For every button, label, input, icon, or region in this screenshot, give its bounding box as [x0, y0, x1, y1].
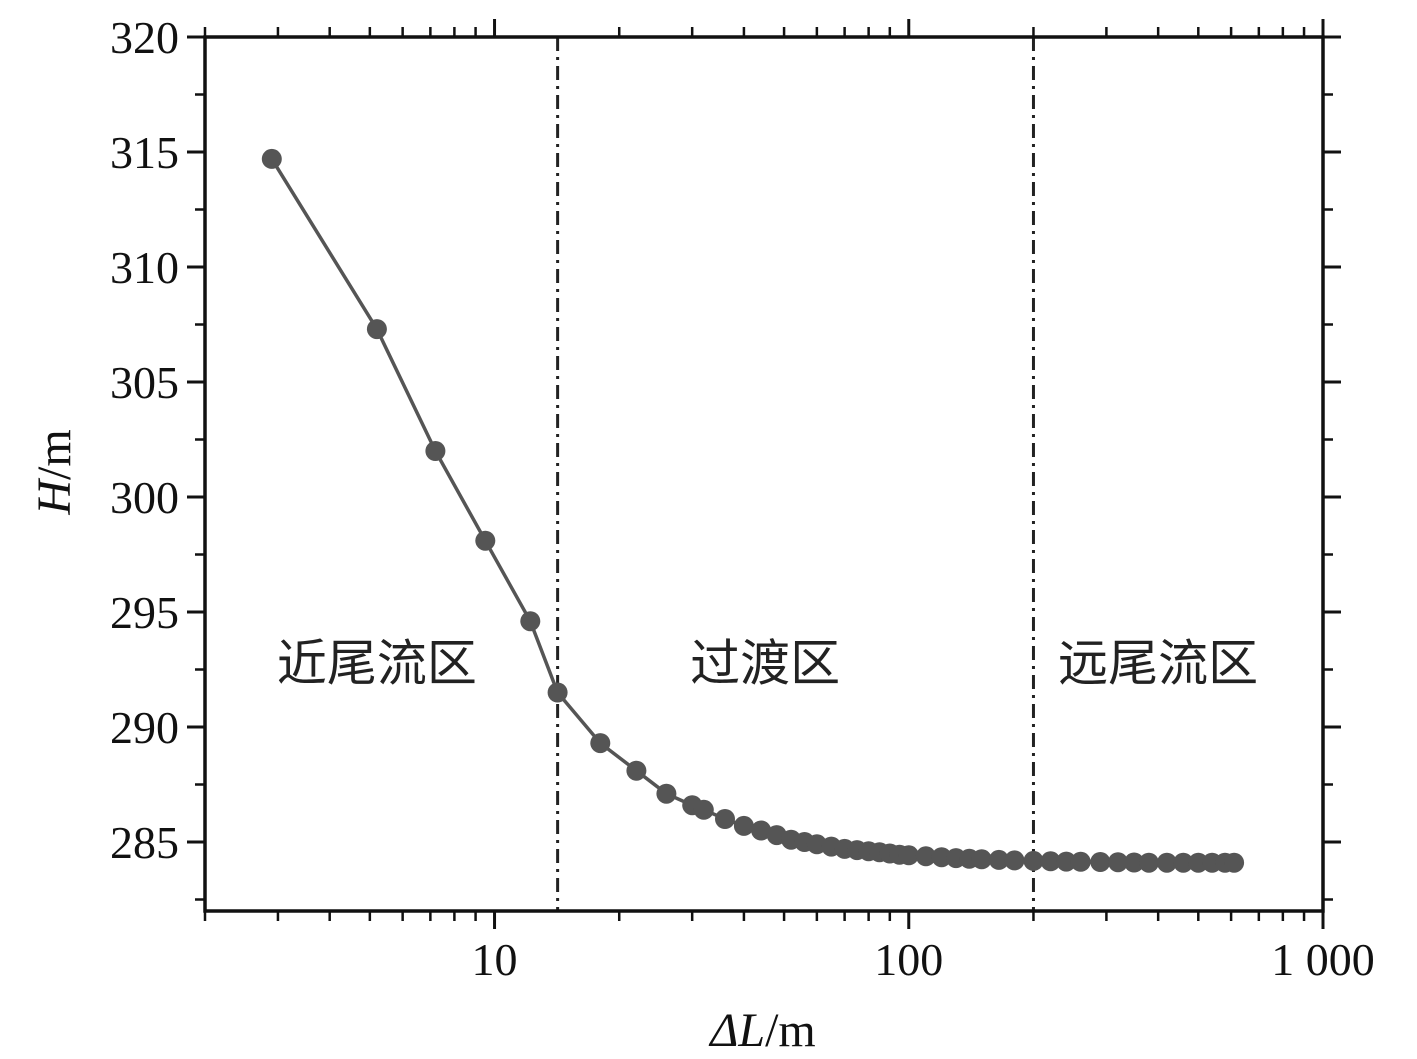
data-point	[931, 847, 952, 868]
data-point	[988, 849, 1009, 870]
y-tick-label: 285	[110, 817, 179, 868]
data-point	[733, 815, 754, 836]
data-point	[1090, 852, 1111, 872]
x-tick-label: 1 000	[1271, 934, 1375, 985]
plot-frame	[203, 35, 1325, 913]
data-point	[715, 809, 735, 829]
data-point	[1224, 852, 1245, 873]
data-point	[1004, 850, 1025, 871]
y-axis-label-symbol: H	[28, 478, 81, 516]
plot-border	[203, 35, 1325, 913]
y-tick-label: 305	[110, 357, 179, 408]
x-tick-label: 10	[472, 934, 518, 985]
region-dividers	[556, 37, 1035, 911]
region-label: 远尾流区	[1058, 635, 1258, 693]
data-point	[475, 530, 496, 551]
series-line-1	[270, 157, 1235, 865]
data-point	[656, 783, 677, 804]
data-point	[1040, 851, 1061, 872]
data-point	[547, 682, 568, 703]
x-tick-label: 100	[874, 934, 943, 985]
data-point	[1124, 852, 1145, 873]
y-tick-label: 320	[110, 12, 179, 63]
data-point	[366, 319, 387, 340]
data-point	[971, 849, 992, 870]
data-point	[626, 760, 647, 781]
y-tick-label: 300	[110, 472, 179, 523]
data-point	[898, 845, 919, 866]
data-point	[1056, 851, 1077, 872]
data-point	[1156, 852, 1177, 873]
data-point	[693, 799, 714, 820]
data-point	[751, 820, 772, 841]
data-point	[520, 611, 541, 632]
y-tick-label: 315	[110, 127, 179, 178]
data-point	[261, 148, 282, 169]
data-point	[1173, 852, 1194, 873]
y-axis-label-unit: /m	[28, 429, 81, 480]
axis-ticks: 285 290 295 300 305 310 315 320 10 100 1 000	[110, 12, 1375, 985]
data-point	[1138, 852, 1159, 873]
y-tick-label: 310	[110, 242, 179, 293]
region-label: 过渡区	[690, 635, 840, 693]
data-series	[261, 148, 1245, 873]
data-point	[1108, 852, 1128, 873]
data-point	[1188, 852, 1209, 873]
x-axis-label-unit: /m	[765, 1004, 816, 1057]
y-tick-label: 295	[110, 587, 179, 638]
data-point	[915, 846, 936, 867]
region-labels: 近尾流区 过渡区 远尾流区	[277, 635, 1258, 693]
data-point	[425, 441, 446, 461]
x-axis-label: ΔL/m	[708, 1004, 816, 1057]
data-point	[1070, 851, 1091, 872]
data-point	[1023, 850, 1044, 871]
data-point	[590, 733, 611, 754]
x-axis-label-symbol: ΔL	[708, 1004, 765, 1057]
y-tick-label: 290	[110, 702, 179, 753]
y-axis-label: H/m	[28, 429, 81, 515]
region-label: 近尾流区	[277, 635, 477, 693]
